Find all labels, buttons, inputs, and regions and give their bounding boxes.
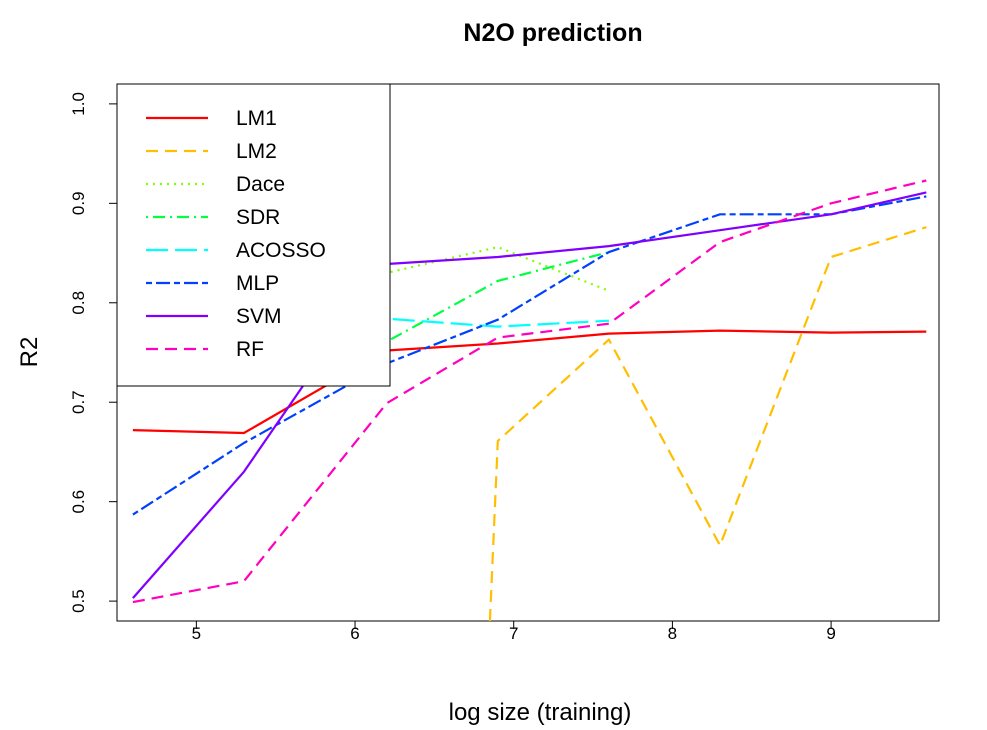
x-axis: 5 6 7 8 9 xyxy=(192,621,836,643)
legend-label-rf: RF xyxy=(236,338,264,361)
x-axis-label: log size (training) xyxy=(449,699,632,726)
y-tick-label: 0.8 xyxy=(69,291,88,315)
legend-label-mlp: MLP xyxy=(236,272,279,295)
legend-label-lm1: LM1 xyxy=(236,107,277,130)
legend-label-sdr: SDR xyxy=(236,206,280,229)
legend-label-svm: SVM xyxy=(236,305,282,328)
legend-label-lm2: LM2 xyxy=(236,140,277,163)
series-line-svm xyxy=(132,191,927,599)
legend-label-acosso: ACOSSO xyxy=(236,239,326,262)
y-tick-label: 0.9 xyxy=(69,191,88,215)
y-axis: 0.5 0.6 0.7 0.8 0.9 1.0 xyxy=(69,92,117,613)
series-line-lm1 xyxy=(132,329,927,435)
chart-title: N2O prediction xyxy=(463,19,642,47)
legend: LM1 LM2 Dace SDR ACOSSO MLP SVM RF xyxy=(116,83,391,387)
x-tick-label: 5 xyxy=(192,624,201,643)
series-line-lm2 xyxy=(488,226,927,621)
x-tick-label: 6 xyxy=(350,624,359,643)
y-tick-label: 0.5 xyxy=(69,589,88,613)
y-tick-label: 0.6 xyxy=(69,490,88,514)
series-layer xyxy=(132,179,927,621)
y-tick-label: 0.7 xyxy=(69,390,88,414)
x-tick-label: 7 xyxy=(509,624,518,643)
legend-label-dace: Dace xyxy=(236,173,285,196)
x-tick-label: 9 xyxy=(826,624,835,643)
series-line-mlp xyxy=(132,195,927,516)
legend-box xyxy=(116,83,391,387)
x-tick-label: 8 xyxy=(668,624,677,643)
series-line-rf xyxy=(132,179,927,604)
y-tick-label: 1.0 xyxy=(69,92,88,116)
y-axis-label: R2 xyxy=(16,337,43,368)
